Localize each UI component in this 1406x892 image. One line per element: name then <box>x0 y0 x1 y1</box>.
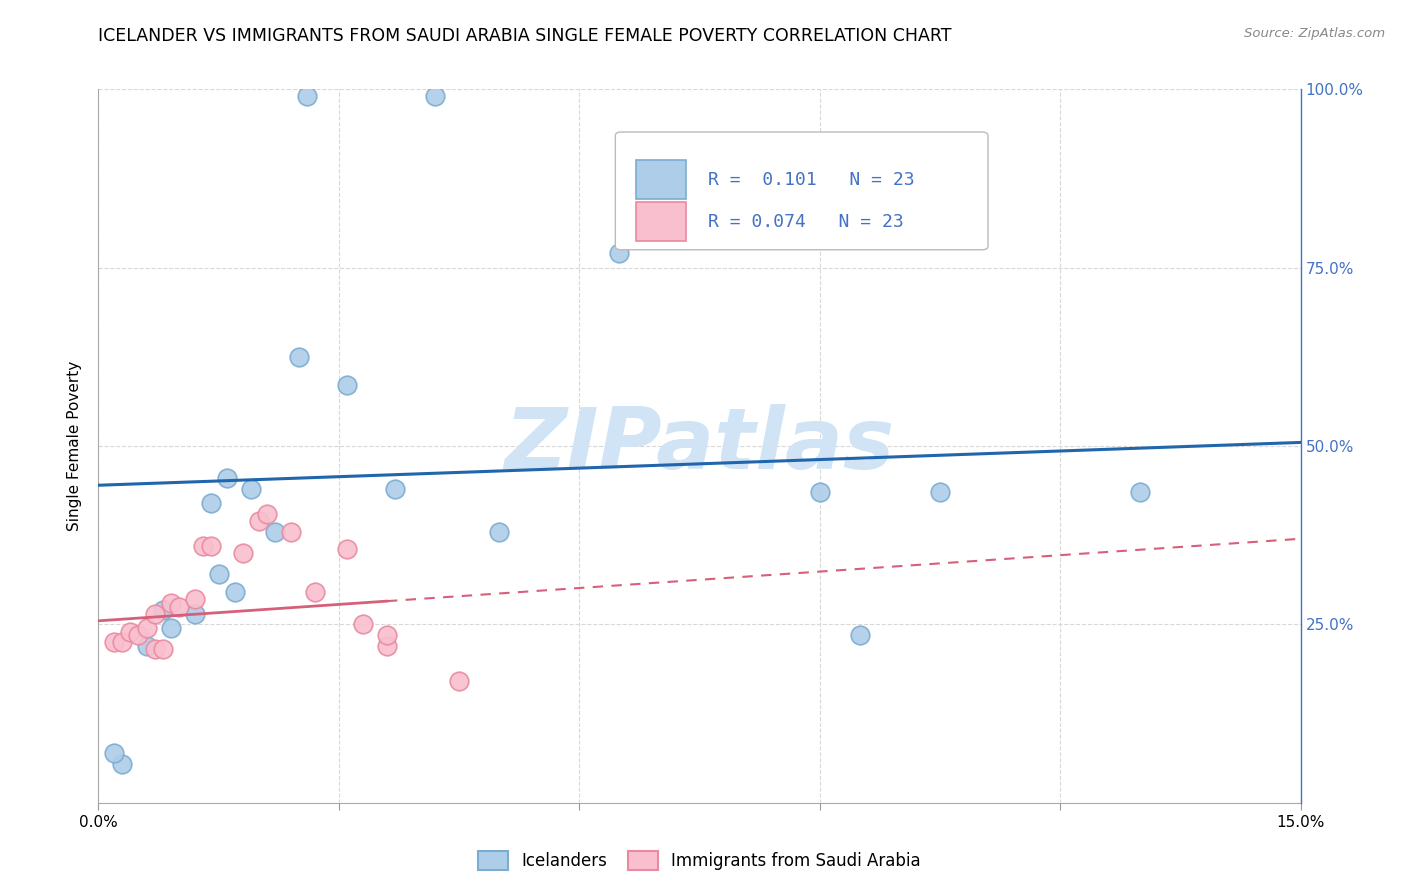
Point <box>336 542 359 557</box>
Point <box>239 482 262 496</box>
Point <box>200 496 222 510</box>
Point <box>120 624 142 639</box>
Point <box>224 585 246 599</box>
Point <box>152 642 174 657</box>
Point <box>232 546 254 560</box>
Point <box>103 635 125 649</box>
Point <box>295 89 318 103</box>
Point <box>152 603 174 617</box>
Point <box>447 674 470 689</box>
Point <box>215 471 238 485</box>
Point <box>103 746 125 760</box>
Point <box>183 607 205 621</box>
Point <box>143 642 166 657</box>
Point <box>375 639 398 653</box>
FancyBboxPatch shape <box>616 132 988 250</box>
Point <box>159 596 181 610</box>
Legend: Icelanders, Immigrants from Saudi Arabia: Icelanders, Immigrants from Saudi Arabia <box>472 844 927 877</box>
Point <box>247 514 270 528</box>
Point <box>336 378 359 392</box>
Y-axis label: Single Female Poverty: Single Female Poverty <box>67 361 83 531</box>
Point <box>111 756 134 771</box>
Point <box>280 524 302 539</box>
Point <box>256 507 278 521</box>
Text: R =  0.101   N = 23: R = 0.101 N = 23 <box>707 171 914 189</box>
Text: ICELANDER VS IMMIGRANTS FROM SAUDI ARABIA SINGLE FEMALE POVERTY CORRELATION CHAR: ICELANDER VS IMMIGRANTS FROM SAUDI ARABI… <box>98 27 952 45</box>
Point <box>263 524 285 539</box>
Point <box>849 628 872 642</box>
Point <box>929 485 952 500</box>
Point <box>159 621 181 635</box>
Point <box>200 539 222 553</box>
Point <box>183 592 205 607</box>
Point <box>135 621 157 635</box>
Point <box>609 246 631 260</box>
Point <box>288 350 311 364</box>
Point <box>143 607 166 621</box>
Point <box>384 482 406 496</box>
Point <box>488 524 510 539</box>
Point <box>191 539 214 553</box>
Text: R = 0.074   N = 23: R = 0.074 N = 23 <box>707 213 904 231</box>
Bar <box>636 202 686 242</box>
Point <box>1129 485 1152 500</box>
Point <box>128 628 150 642</box>
Text: Source: ZipAtlas.com: Source: ZipAtlas.com <box>1244 27 1385 40</box>
Point <box>808 485 831 500</box>
Point <box>111 635 134 649</box>
Point <box>167 599 190 614</box>
Point <box>375 628 398 642</box>
Text: ZIPatlas: ZIPatlas <box>505 404 894 488</box>
Point <box>135 639 157 653</box>
Point <box>304 585 326 599</box>
Point <box>208 567 231 582</box>
Point <box>352 617 374 632</box>
Bar <box>636 161 686 200</box>
Point <box>423 89 446 103</box>
